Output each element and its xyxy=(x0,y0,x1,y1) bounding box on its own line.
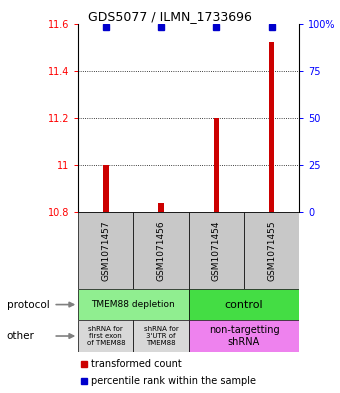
Text: GSM1071455: GSM1071455 xyxy=(267,220,276,281)
Text: percentile rank within the sample: percentile rank within the sample xyxy=(91,376,256,386)
Bar xyxy=(103,165,108,212)
Text: non-targetting
shRNA: non-targetting shRNA xyxy=(209,325,279,347)
Text: GSM1071457: GSM1071457 xyxy=(101,220,110,281)
Text: GDS5077 / ILMN_1733696: GDS5077 / ILMN_1733696 xyxy=(88,10,252,23)
Bar xyxy=(158,203,164,212)
Bar xyxy=(189,289,299,320)
Text: GSM1071454: GSM1071454 xyxy=(212,220,221,281)
Bar xyxy=(214,118,219,212)
Text: GSM1071456: GSM1071456 xyxy=(157,220,166,281)
Bar xyxy=(133,320,189,352)
Bar xyxy=(189,320,299,352)
Text: protocol: protocol xyxy=(7,299,50,310)
Bar xyxy=(133,212,189,289)
Bar xyxy=(78,320,133,352)
Bar xyxy=(244,212,299,289)
Text: TMEM88 depletion: TMEM88 depletion xyxy=(91,300,175,309)
Bar xyxy=(78,212,133,289)
Text: control: control xyxy=(225,299,263,310)
Bar xyxy=(189,212,244,289)
Bar xyxy=(78,289,189,320)
Text: other: other xyxy=(7,331,35,341)
Text: transformed count: transformed count xyxy=(91,359,182,369)
Bar xyxy=(269,42,274,212)
Text: shRNA for
3'UTR of
TMEM88: shRNA for 3'UTR of TMEM88 xyxy=(144,326,178,346)
Text: shRNA for
first exon
of TMEM88: shRNA for first exon of TMEM88 xyxy=(86,326,125,346)
